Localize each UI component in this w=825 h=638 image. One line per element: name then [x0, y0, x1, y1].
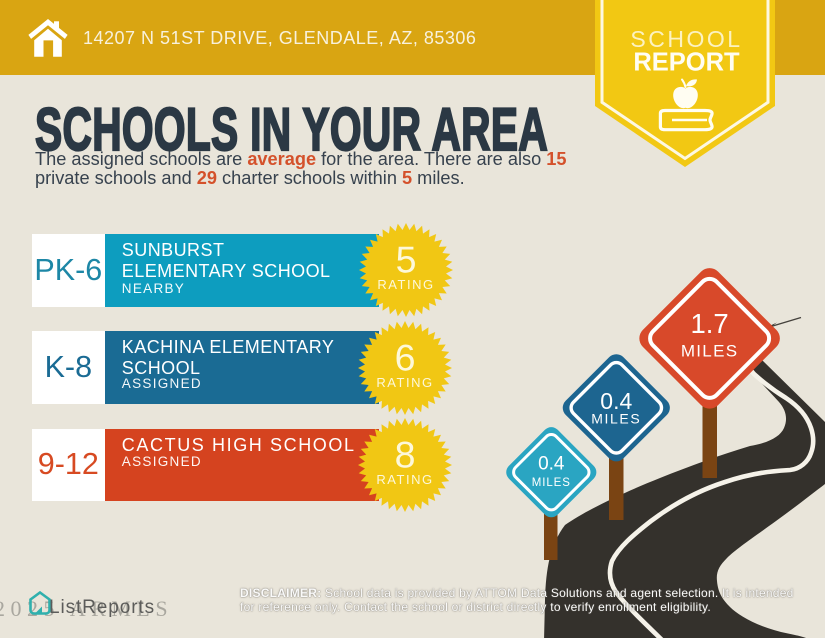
svg-text:RATING: RATING — [377, 277, 434, 292]
svg-text:MILES: MILES — [681, 342, 739, 361]
svg-text:RATING: RATING — [376, 375, 433, 390]
svg-text:1.7: 1.7 — [690, 308, 728, 339]
svg-text:RATING: RATING — [376, 472, 433, 487]
svg-text:0.4: 0.4 — [538, 454, 565, 475]
svg-text:MILES: MILES — [532, 477, 571, 489]
svg-text:5: 5 — [396, 239, 417, 281]
svg-text:REPORT: REPORT — [633, 49, 740, 77]
svg-text:8: 8 — [395, 433, 416, 475]
svg-text:6: 6 — [395, 336, 416, 378]
svg-text:0.4: 0.4 — [600, 388, 632, 414]
svg-text:MILES: MILES — [591, 410, 641, 426]
svg-text:SCHOOL: SCHOOL — [630, 26, 742, 52]
